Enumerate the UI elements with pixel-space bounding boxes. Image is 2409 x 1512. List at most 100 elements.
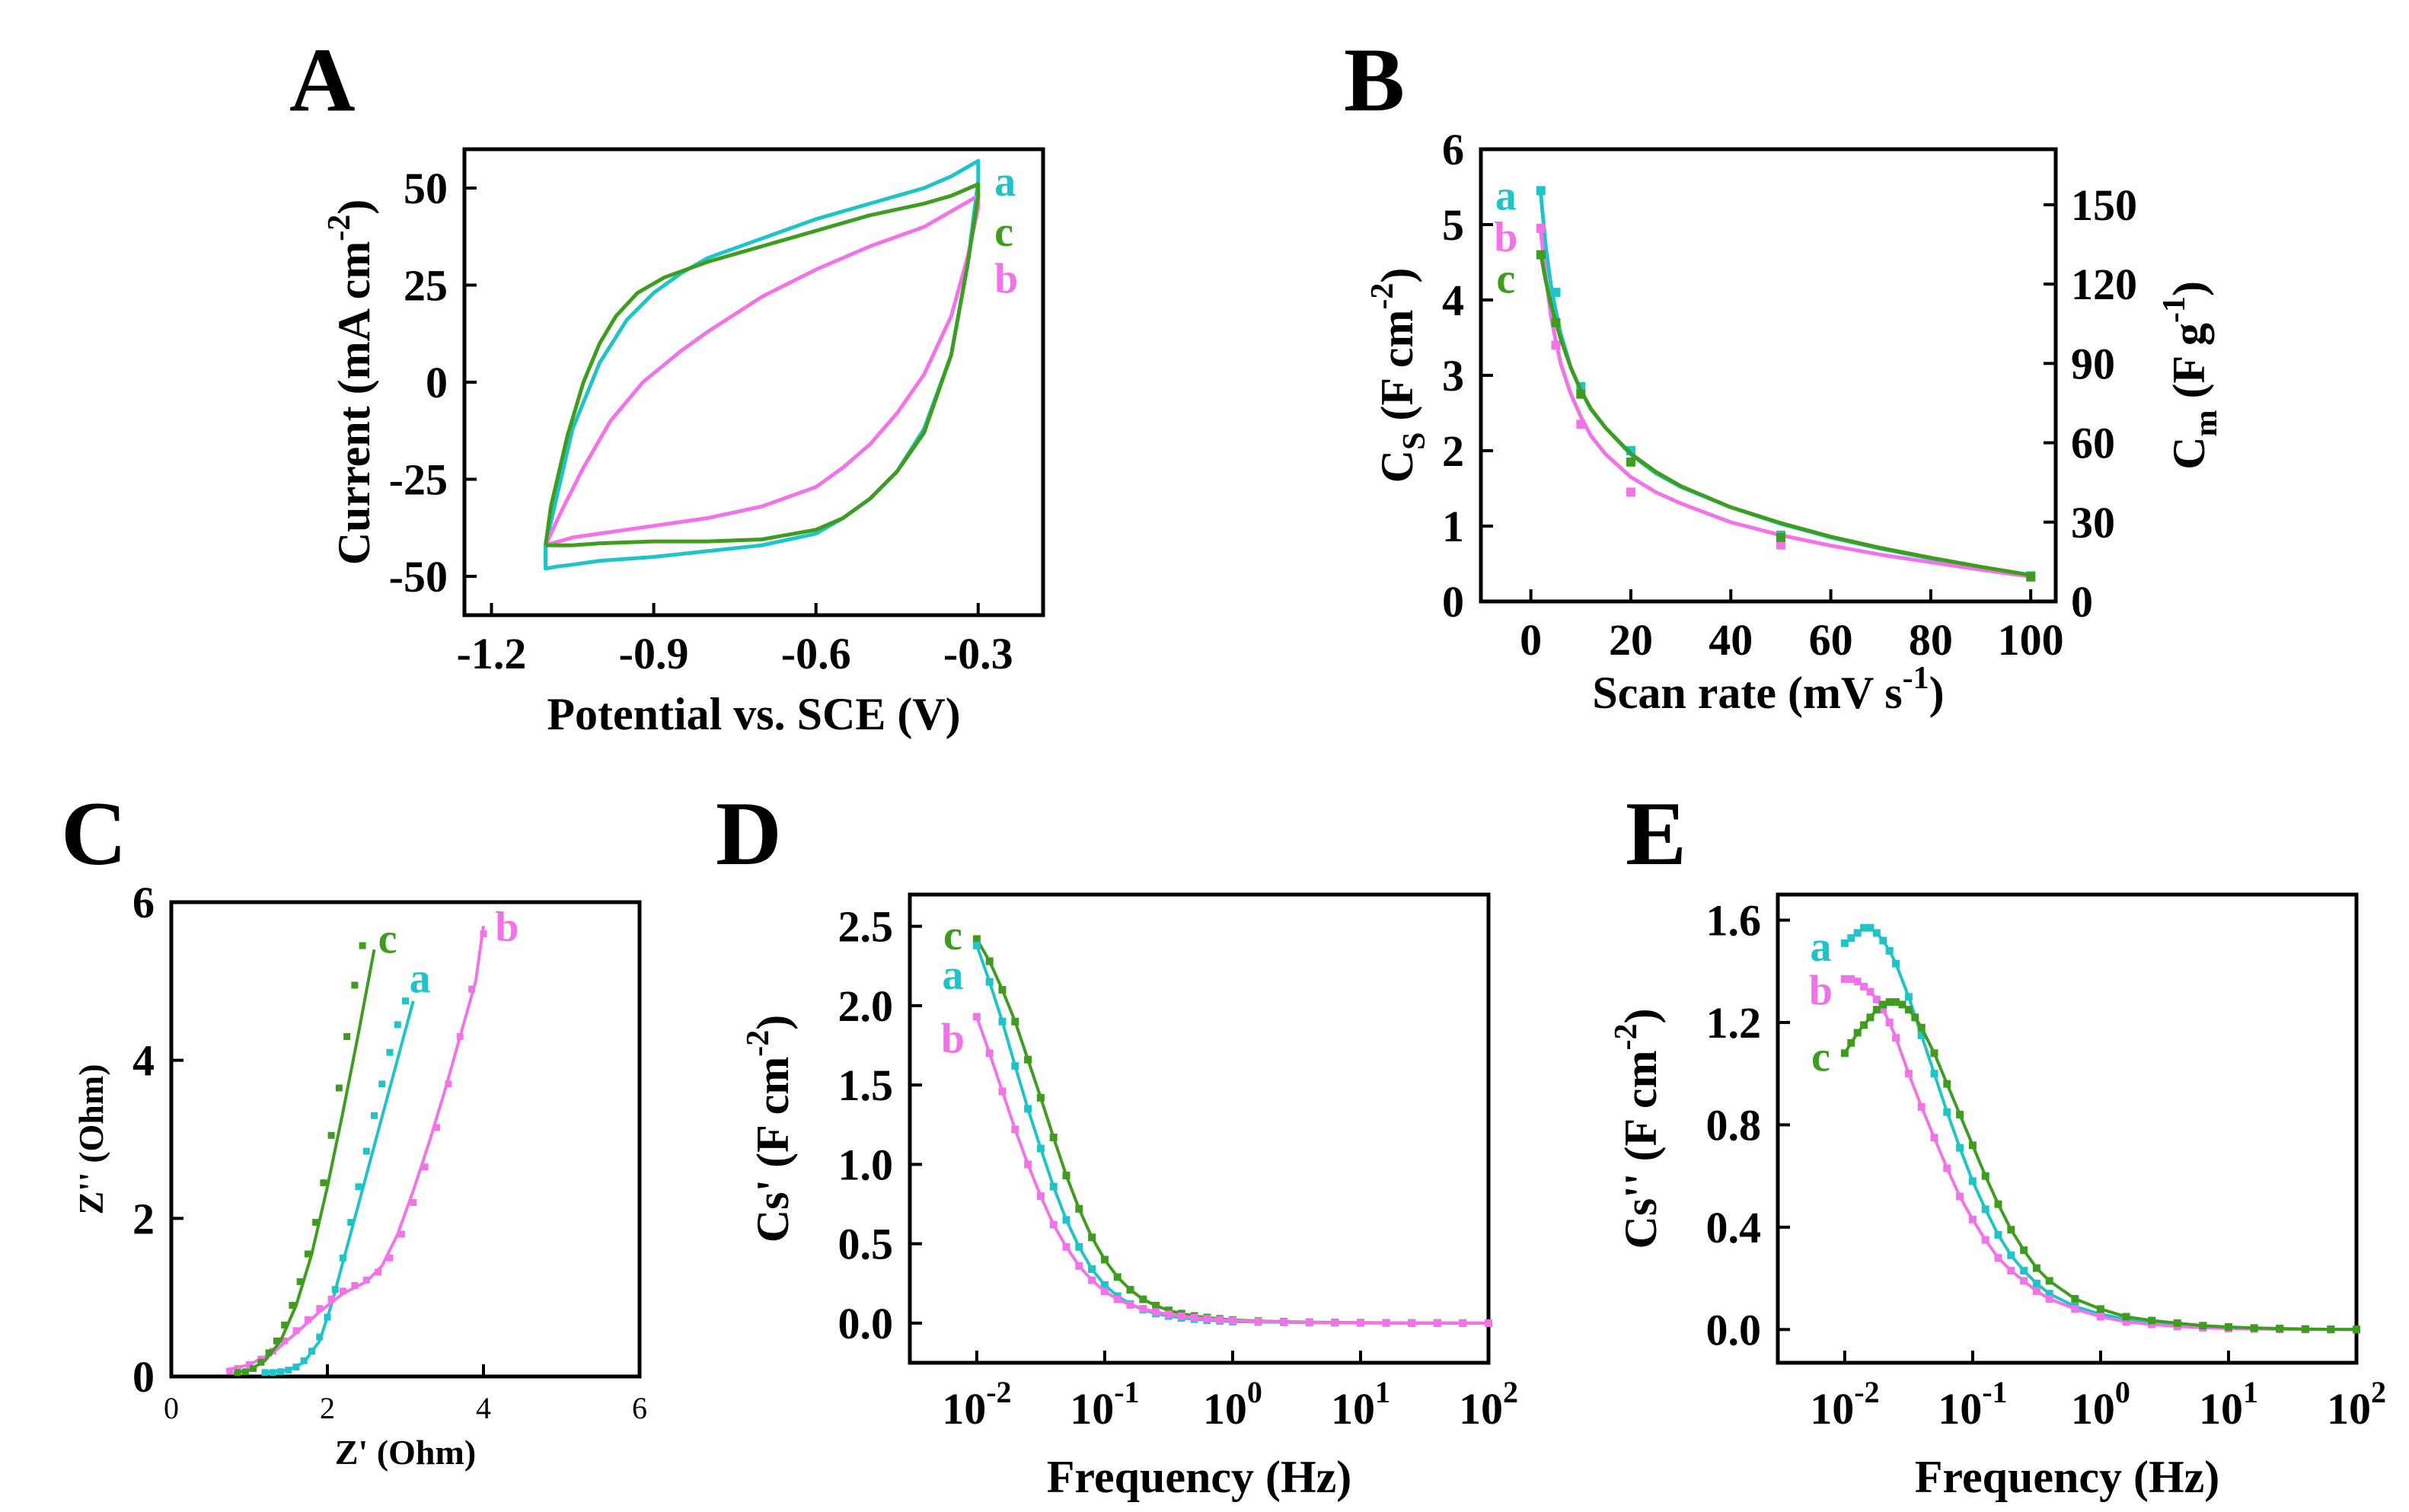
x-tick-base: 10 <box>2071 1384 2115 1434</box>
x-tick-label: 2 <box>320 1391 335 1425</box>
data-point-b <box>468 985 476 993</box>
data-point-b <box>316 1305 324 1313</box>
x-tick-base: 10 <box>1203 1384 1247 1434</box>
data-point-b <box>1968 1215 1977 1223</box>
fit-line-c <box>233 949 376 1375</box>
panel-e: E10-2 10-1 100 101 1020.00.40.81.21.6abcFreq… <box>1609 783 2386 1502</box>
data-point-b <box>1943 1164 1951 1172</box>
y-tick-label: 6 <box>132 878 155 927</box>
data-point-a <box>1100 1281 1109 1289</box>
data-point-c <box>2007 1226 2015 1234</box>
data-point-c <box>1776 532 1785 542</box>
data-point-b <box>1485 1319 1492 1327</box>
y-axis-label: Current (mA cm-2) <box>322 199 379 565</box>
y-left-label-rest: (F cm <box>1372 310 1422 432</box>
data-point-b <box>1049 1220 1058 1229</box>
data-point-b <box>2020 1277 2028 1285</box>
y-tick-label: 1.5 <box>838 1061 894 1110</box>
data-point-a <box>394 1021 401 1029</box>
data-point-c <box>1164 1306 1173 1315</box>
data-point-a <box>985 978 994 986</box>
x-tick-base: 10 <box>1938 1384 1982 1434</box>
data-point-c <box>1139 1295 1147 1303</box>
data-point-b <box>1075 1262 1083 1270</box>
series-label-a: a <box>410 955 431 1003</box>
y-left-label-close: ) <box>1372 268 1422 283</box>
y-tick-label: -25 <box>389 455 448 505</box>
data-point-b <box>1152 1308 1160 1316</box>
data-point-b <box>1164 1310 1173 1319</box>
x-tick-label: 60 <box>1809 615 1853 665</box>
data-point-c <box>1956 1111 1964 1119</box>
data-point-b <box>985 1049 994 1057</box>
y-tick-label: 3 <box>1442 351 1464 400</box>
data-point-a <box>1917 1031 1926 1039</box>
data-point-b <box>410 1199 417 1207</box>
data-point-c <box>1911 1013 1919 1022</box>
data-point-b <box>1356 1319 1364 1327</box>
data-point-c <box>343 1033 351 1041</box>
data-point-c <box>304 1250 311 1258</box>
series-label-a: a <box>1810 923 1831 971</box>
y-tick-label: 6 <box>1442 125 1464 174</box>
data-point-b <box>1459 1319 1467 1327</box>
panel-letter-d: D <box>716 783 782 884</box>
data-point-a <box>300 1357 308 1364</box>
data-point-c <box>2301 1325 2309 1333</box>
data-point-b <box>304 1316 311 1323</box>
data-point-c <box>273 1337 280 1345</box>
data-point-b <box>327 1295 335 1303</box>
x-axis-label-sup: -1 <box>1903 661 1929 696</box>
data-point-c <box>985 957 994 965</box>
x-tick-label: 20 <box>1609 615 1653 665</box>
y-right-label-sup: -1 <box>2157 296 2192 323</box>
data-point-a <box>1879 936 1887 945</box>
data-point-b <box>2032 1287 2040 1295</box>
data-point-c <box>2276 1324 2284 1332</box>
data-point-b <box>1853 978 1862 986</box>
y-axis-label: Cs' (F cm-2) <box>741 1015 798 1242</box>
series-label-b: b <box>1809 967 1833 1014</box>
x-tick-label: 102 <box>2327 1375 2386 1434</box>
data-point-a <box>1981 1205 1989 1214</box>
panel-letter-a: A <box>289 29 356 130</box>
x-tick-label: 80 <box>1909 615 1953 665</box>
data-point-b <box>397 1230 405 1238</box>
data-point-c <box>1036 1093 1045 1102</box>
x-tick-label: 100 <box>2071 1375 2130 1434</box>
data-point-c <box>1024 1055 1032 1064</box>
data-point-c <box>335 1084 343 1092</box>
data-point-c <box>1879 1000 1887 1009</box>
data-point-a <box>340 1254 346 1262</box>
data-point-c <box>1968 1141 1977 1150</box>
data-point-a <box>1968 1177 1977 1185</box>
data-point-a <box>1075 1242 1083 1251</box>
data-point-c <box>359 942 366 949</box>
data-point-a <box>269 1369 276 1376</box>
data-point-b <box>1917 1102 1926 1111</box>
y-tick-label: 1 <box>1442 502 1464 551</box>
data-point-b <box>2045 1294 2053 1303</box>
x-tick-exp: -1 <box>1114 1375 1139 1409</box>
data-point-c <box>972 935 981 943</box>
data-point-b <box>226 1367 234 1375</box>
y-tick-label: 0 <box>132 1352 155 1402</box>
data-point-b <box>1576 419 1586 429</box>
data-point-c <box>1576 389 1586 399</box>
data-point-c <box>998 986 1007 994</box>
data-point-b <box>2148 1320 2156 1329</box>
data-point-b <box>1088 1276 1096 1284</box>
data-point-a <box>2020 1267 2028 1275</box>
fit-line-a <box>1539 194 2031 578</box>
data-point-c <box>1011 1017 1019 1026</box>
data-point-b <box>1126 1300 1134 1309</box>
data-point-b <box>1551 340 1561 350</box>
data-point-b <box>1036 1192 1045 1201</box>
x-tick-base: 10 <box>1459 1384 1503 1434</box>
data-point-c <box>320 1179 327 1187</box>
x-tick-label: 100 <box>1203 1375 1262 1434</box>
data-point-c <box>281 1322 289 1329</box>
y-right-label-main: C <box>2164 437 2214 470</box>
x-tick-label: 10-1 <box>1938 1375 2007 1434</box>
data-point-c <box>1943 1080 1951 1088</box>
